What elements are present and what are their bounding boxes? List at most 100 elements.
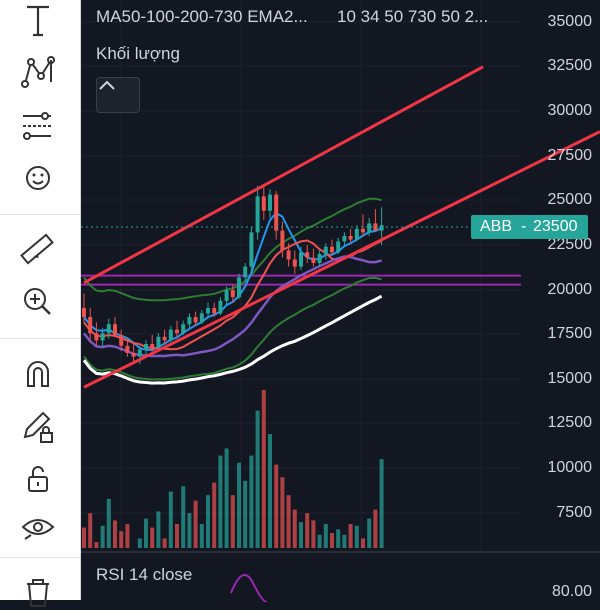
trend-line-upper[interactable] (83, 65, 484, 285)
volume-bar (311, 520, 316, 548)
candle-body (354, 228, 359, 240)
volume-bar (193, 500, 198, 548)
rsi-label[interactable]: RSI 14 close (96, 565, 193, 584)
candle-body (168, 329, 173, 341)
volume-bar (354, 525, 359, 548)
candle-body (379, 225, 384, 231)
volume-bar (137, 538, 142, 548)
toolbar-separator (0, 338, 80, 339)
candle-body (181, 324, 186, 334)
candle-body (230, 290, 235, 298)
magnet-button[interactable] (14, 354, 62, 394)
ma50-line[interactable] (83, 211, 383, 352)
candle-body (125, 345, 130, 353)
last-price-value: 23500 (533, 218, 578, 235)
candle-body (237, 277, 241, 298)
rsi-line (230, 574, 268, 602)
candle-body (249, 232, 254, 267)
pattern-tool-button[interactable] (14, 52, 62, 92)
volume-bar (286, 495, 291, 548)
candle-body (299, 252, 303, 267)
candle-body (119, 335, 124, 346)
candle-body (94, 333, 99, 341)
ma100-line[interactable] (83, 239, 383, 351)
candle-body (336, 241, 341, 253)
price-axis-label: 30000 (547, 102, 593, 119)
candle-body (106, 324, 111, 334)
candle-body (131, 353, 136, 357)
volume-bar (125, 524, 130, 548)
pencil-lock-button[interactable] (14, 407, 62, 447)
volume-bar (299, 522, 303, 548)
trend-line-lower[interactable] (83, 130, 600, 389)
candle-body (199, 313, 204, 323)
volume-bar (367, 518, 372, 548)
collapse-button[interactable] (96, 77, 140, 113)
price-axis-label: 7500 (556, 504, 592, 521)
candle-body (193, 317, 198, 323)
price-axis-label: 12500 (547, 414, 593, 431)
volume-bar (342, 534, 347, 548)
volume-label[interactable]: Khối lượng (96, 44, 180, 63)
drawing-toolbar (0, 0, 81, 607)
volume-bar (206, 495, 210, 548)
last-price-tag: ABB - 23500 (471, 215, 588, 239)
price-axis-label: 10000 (547, 459, 593, 476)
unlock-icon (28, 466, 48, 492)
candle-body (187, 317, 192, 325)
chart-canvas[interactable] (81, 0, 600, 600)
eye-button[interactable] (14, 507, 62, 547)
volume-bar (249, 455, 254, 548)
volume-bar (168, 491, 173, 548)
volume-bar (113, 520, 117, 548)
candle-body (342, 236, 347, 242)
text-tool-button[interactable] (14, 1, 62, 41)
volume-bar (88, 513, 93, 548)
volume-bar (292, 509, 297, 548)
bollinger-lower-line[interactable] (83, 276, 382, 381)
trash-button[interactable] (14, 570, 62, 610)
candle-body (156, 336, 161, 348)
volume-bar (274, 464, 279, 548)
candle-body (88, 317, 93, 334)
pattern-tool-icon (21, 56, 55, 88)
candle-body (82, 308, 86, 317)
chart-area[interactable]: MA50-100-200-730 EMA2... 10 34 50 730 50… (81, 0, 600, 602)
toolbar-separator (0, 214, 80, 215)
candle-body (150, 344, 155, 348)
indicator-title[interactable]: MA50-100-200-730 EMA2... (96, 7, 308, 26)
eye-icon (21, 519, 55, 540)
candle-body (292, 259, 297, 267)
volume-bar (144, 518, 148, 548)
candle-body (274, 194, 279, 231)
price-axis-label: 22500 (547, 236, 593, 253)
volume-bar (268, 434, 272, 548)
price-axis-label: 20000 (547, 281, 593, 298)
candle-body (255, 196, 260, 233)
candle-body (330, 246, 334, 253)
chevron-up-icon (99, 80, 115, 90)
emoji-button[interactable] (14, 158, 62, 198)
ma730-line[interactable] (82, 294, 383, 385)
volume-bar (305, 513, 310, 548)
volume-bar (212, 482, 217, 548)
volume-bar (336, 529, 341, 548)
fib-tool-button[interactable] (14, 106, 62, 146)
volume-bar (330, 533, 334, 548)
unlock-button[interactable] (14, 459, 62, 499)
trash-icon (27, 579, 49, 607)
volume-bar (280, 477, 285, 548)
candle-body (317, 254, 322, 263)
price-axis-label: 27500 (547, 147, 593, 164)
volume-bar (106, 498, 111, 548)
zoom-in-button[interactable] (14, 281, 62, 321)
rsi-pane[interactable]: RSI 14 close 80.00 (81, 551, 600, 602)
zoom-in-icon (24, 288, 51, 315)
ruler-button[interactable] (14, 229, 62, 269)
volume-bar (224, 448, 229, 548)
volume-bar (156, 511, 161, 548)
candle-body (323, 246, 328, 254)
candle-body (224, 290, 229, 301)
candle-body (280, 230, 285, 251)
ruler-icon (20, 233, 54, 265)
